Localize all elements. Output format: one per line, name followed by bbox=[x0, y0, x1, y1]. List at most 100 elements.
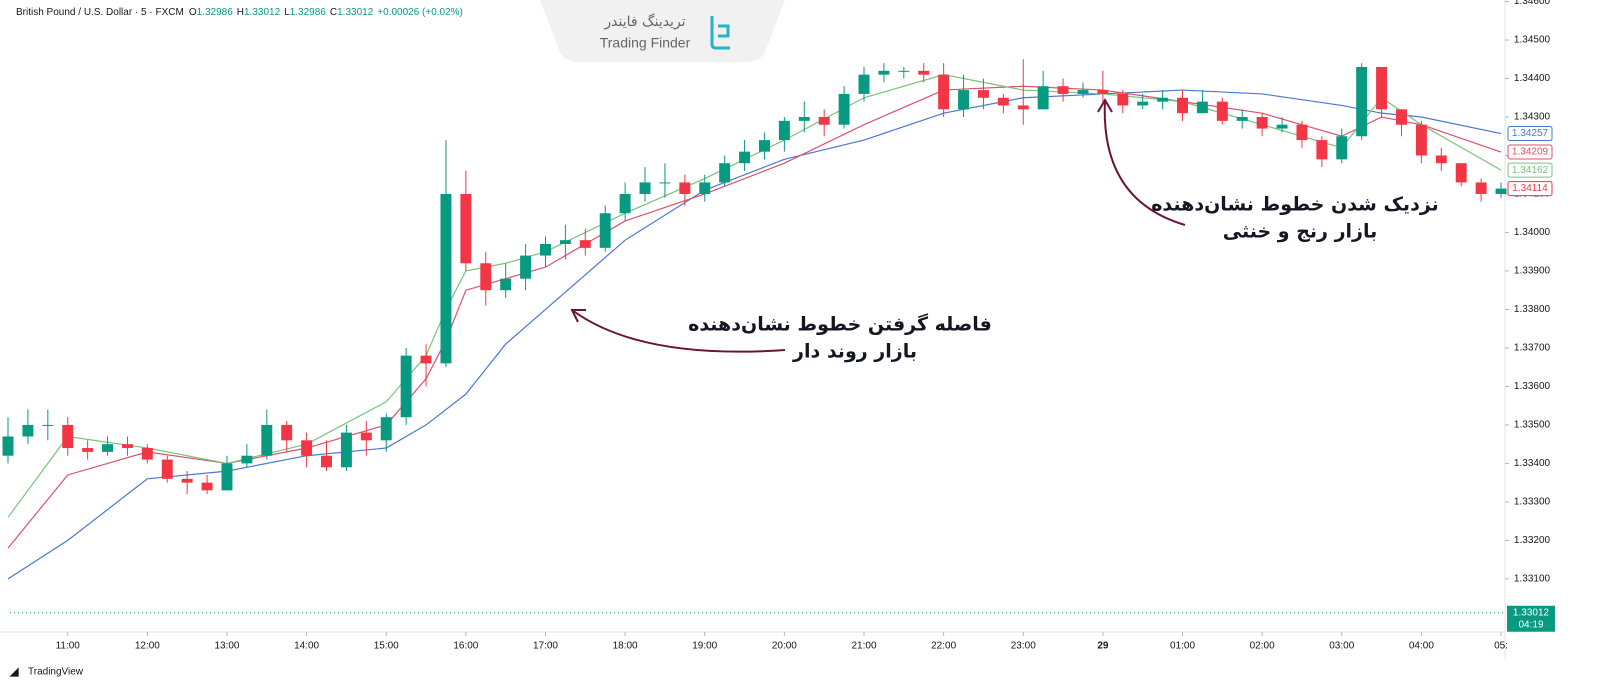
candle-body bbox=[281, 424, 293, 441]
ohlc-value: 1.32986 bbox=[197, 7, 234, 18]
candle-body bbox=[380, 417, 392, 441]
y-tick-label: 1.34500 bbox=[1514, 35, 1551, 46]
symbol-header: British Pound / U.S. Dollar · 5 · FXCM O1… bbox=[16, 7, 463, 18]
x-tick-label: 20:00 bbox=[772, 641, 797, 652]
ohlc-value: 1.32986 bbox=[290, 7, 327, 18]
annotation-text: نزدیک شدن خطوط نشان‌دهنده bbox=[1151, 194, 1439, 216]
candle-body bbox=[1236, 117, 1248, 121]
candle-body bbox=[2, 436, 14, 456]
candle-body bbox=[221, 463, 233, 491]
x-tick-label: 05: bbox=[1494, 641, 1508, 652]
candle-body bbox=[739, 151, 751, 164]
symbol: British Pound / U.S. Dollar · 5 · FXCM bbox=[16, 7, 184, 18]
candle-body bbox=[679, 182, 691, 194]
x-tick-label: 12:00 bbox=[135, 641, 160, 652]
candle-body bbox=[758, 140, 770, 152]
ma-end-tag bbox=[1507, 144, 1553, 160]
candle-body bbox=[838, 93, 850, 125]
y-tick-label: 1.33100 bbox=[1514, 574, 1551, 585]
watermark-panel bbox=[540, 0, 785, 62]
candle-body bbox=[997, 97, 1009, 106]
brand: TradingView bbox=[28, 667, 84, 678]
candle-body bbox=[102, 444, 114, 452]
candle-body bbox=[360, 432, 372, 441]
y-tick-label: 1.33700 bbox=[1514, 343, 1551, 354]
candle-body bbox=[440, 193, 452, 364]
x-tick-label: 14:00 bbox=[294, 641, 319, 652]
candle-body bbox=[798, 117, 810, 121]
y-tick-label: 1.34600 bbox=[1514, 0, 1551, 7]
annotation-text: بازار روند دار bbox=[792, 341, 917, 363]
candle-body bbox=[619, 193, 631, 214]
candle-body bbox=[201, 482, 213, 491]
x-tick-label: 03:00 bbox=[1329, 641, 1354, 652]
candle-body bbox=[82, 448, 94, 452]
x-tick-label: 17:00 bbox=[533, 641, 558, 652]
candle-body bbox=[1296, 124, 1308, 141]
candle-body bbox=[1216, 101, 1228, 121]
candle-body bbox=[22, 424, 34, 437]
candle-body bbox=[420, 355, 432, 364]
ohlc-key: H bbox=[237, 7, 244, 18]
candle-body bbox=[340, 432, 352, 468]
candle-body bbox=[977, 90, 989, 98]
candle-body bbox=[460, 193, 472, 264]
candle-body bbox=[818, 117, 830, 125]
candle-body bbox=[878, 70, 890, 75]
candle-body bbox=[241, 455, 253, 464]
x-tick-label: 04:00 bbox=[1409, 641, 1434, 652]
candle-body bbox=[1196, 101, 1208, 114]
candle-body bbox=[858, 74, 870, 94]
y-tick-label: 1.34300 bbox=[1514, 112, 1551, 123]
candle-body bbox=[62, 424, 74, 449]
candle-body bbox=[1256, 117, 1268, 129]
ohlc-key: L bbox=[284, 7, 290, 18]
candle-body bbox=[1137, 101, 1149, 106]
candle-body bbox=[898, 70, 910, 72]
candle-body bbox=[1336, 136, 1348, 160]
candle-body bbox=[1455, 163, 1467, 183]
candle-body bbox=[321, 455, 332, 468]
candle-body bbox=[500, 278, 512, 291]
candle-body bbox=[121, 444, 133, 449]
candle-body bbox=[400, 355, 412, 418]
y-tick-label: 1.33900 bbox=[1514, 266, 1551, 277]
candle-body bbox=[540, 244, 551, 256]
candle-body bbox=[958, 90, 970, 110]
x-tick-label: 13:00 bbox=[214, 641, 239, 652]
candle-body bbox=[1396, 109, 1407, 125]
annotation-arrow bbox=[1103, 99, 1186, 226]
ma-end-label: 1.34257 bbox=[1512, 128, 1549, 139]
current-price-tag bbox=[1507, 605, 1555, 632]
brand-logo: ◢ bbox=[9, 666, 19, 678]
x-tick-label: 11:00 bbox=[56, 641, 81, 652]
candle-body bbox=[1316, 140, 1328, 160]
ohlc-value: 1.33012 bbox=[337, 7, 374, 18]
candle-body bbox=[938, 74, 950, 110]
x-tick-label: 15:00 bbox=[374, 641, 399, 652]
x-tick-label: 23:00 bbox=[1011, 641, 1036, 652]
x-tick-label: 02:00 bbox=[1250, 641, 1275, 652]
candle-body bbox=[181, 478, 193, 483]
annotation-arrow bbox=[571, 309, 786, 353]
ohlc-value: 1.33012 bbox=[244, 7, 281, 18]
watermark-en: Trading Finder bbox=[600, 35, 691, 51]
moving-average bbox=[7, 85, 1502, 549]
change: +0.00026 (+0.02%) bbox=[377, 7, 463, 18]
candle-body bbox=[1057, 86, 1069, 94]
candle-body bbox=[1435, 155, 1447, 164]
x-tick-label: 22:00 bbox=[931, 641, 956, 652]
ma-end-tag bbox=[1507, 126, 1553, 142]
candle-body bbox=[599, 213, 611, 248]
candle-body bbox=[639, 182, 651, 194]
annotation-arrowhead bbox=[570, 309, 586, 323]
x-tick-label: 29 bbox=[1097, 641, 1109, 652]
last-close-tag bbox=[1507, 181, 1553, 197]
y-tick-label: 1.33800 bbox=[1514, 304, 1551, 315]
y-tick-label: 1.33200 bbox=[1514, 535, 1551, 546]
ohlc-key: O bbox=[189, 7, 197, 18]
x-tick-label: 01:00 bbox=[1170, 641, 1195, 652]
watermark-fa: تریدینگ فایندر bbox=[603, 13, 685, 30]
candle-body bbox=[1415, 124, 1427, 156]
